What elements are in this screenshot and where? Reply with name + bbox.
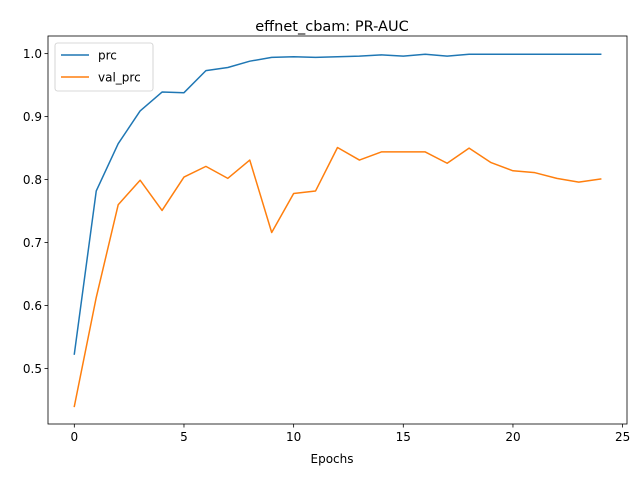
y-tick-label: 0.5 xyxy=(23,362,42,376)
axes: 0 5 10 15 20 25 0.5 0.6 0.7 0.8 0.9 1.0 xyxy=(23,35,630,444)
legend-label-val-prc: val_prc xyxy=(98,70,141,84)
y-tick-label: 0.8 xyxy=(23,173,42,187)
series-line-prc xyxy=(73,53,602,355)
legend: prc val_prc xyxy=(54,42,154,92)
plot-area xyxy=(73,53,602,408)
x-tick-label: 25 xyxy=(615,430,630,444)
x-tick-label: 20 xyxy=(505,430,520,444)
x-tick-label: 15 xyxy=(396,430,411,444)
y-tick-label: 0.9 xyxy=(23,110,42,124)
y-tick-label: 0.7 xyxy=(23,236,42,250)
x-tick-label: 10 xyxy=(286,430,301,444)
y-tick-label: 1.0 xyxy=(23,47,42,61)
x-tick-label: 5 xyxy=(180,430,188,444)
legend-label-prc: prc xyxy=(98,48,117,62)
x-axis-label: Epochs xyxy=(311,452,354,466)
x-tick-label: 0 xyxy=(70,430,78,444)
chart-title: effnet_cbam: PR-AUC xyxy=(255,19,408,35)
axes-frame xyxy=(47,35,628,425)
series-line-val-prc xyxy=(73,146,602,408)
y-tick-label: 0.6 xyxy=(23,299,42,313)
